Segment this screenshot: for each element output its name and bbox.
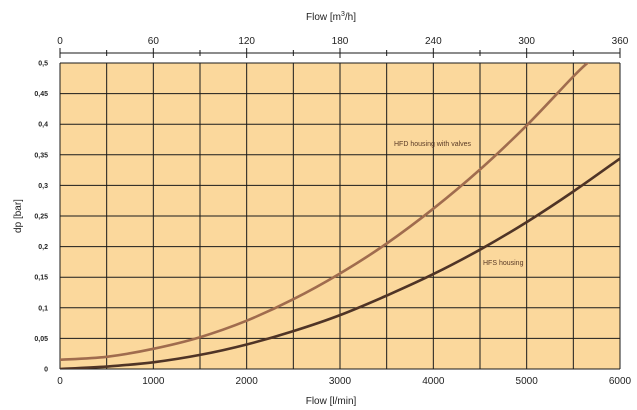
y-tick-label: 0,15 bbox=[34, 275, 48, 282]
x2-tick-label: 60 bbox=[148, 36, 160, 47]
y-tick-label: 0,35 bbox=[34, 152, 48, 159]
top-axis-title-sup: 3 bbox=[341, 11, 345, 18]
x2-tick-label: 120 bbox=[238, 36, 255, 47]
series-label-hfd: HFD housing with valves bbox=[394, 141, 472, 148]
y-tick-label: 0,2 bbox=[38, 244, 48, 251]
y-tick-label: 0,3 bbox=[38, 183, 48, 190]
y-tick-label: 0,05 bbox=[34, 336, 48, 343]
top-axis-title: Flow [m3/h] bbox=[306, 11, 356, 23]
top-axis-title-pre: Flow [m bbox=[306, 12, 341, 23]
y-tick-label: 0,1 bbox=[38, 305, 48, 312]
y-axis-title: dp [bar] bbox=[13, 199, 24, 233]
axes: 0 0,05 0,1 0,15 0,2 0,25 0,3 0,35 0,4 0,45 0,5 0 100… bbox=[34, 36, 631, 387]
bottom-axis-title: Flow [l/min] bbox=[306, 396, 357, 407]
y-tick-label: 0,4 bbox=[38, 122, 48, 129]
x-tick-label: 5000 bbox=[516, 376, 539, 387]
y-tick-label: 0,25 bbox=[34, 214, 48, 221]
x2-tick-label: 240 bbox=[425, 36, 442, 47]
top-axis-title-post: /h] bbox=[345, 12, 356, 23]
series-line-1 bbox=[60, 157, 620, 369]
y-tick-label: 0,45 bbox=[34, 91, 48, 98]
x2-tick-label: 300 bbox=[518, 36, 535, 47]
series-group bbox=[60, 63, 620, 369]
grid bbox=[59, 62, 621, 370]
series-line-0 bbox=[60, 63, 589, 362]
x-tick-label: 3000 bbox=[329, 376, 352, 387]
x2-tick-label: 0 bbox=[57, 36, 63, 47]
x2-tick-label: 360 bbox=[612, 36, 629, 47]
y-tick-label: 0,5 bbox=[38, 61, 48, 68]
x-tick-label: 4000 bbox=[422, 376, 445, 387]
x2-tick-label: 180 bbox=[332, 36, 349, 47]
x-tick-label: 0 bbox=[57, 376, 63, 387]
x-tick-label: 1000 bbox=[142, 376, 165, 387]
series-label-hfs: HFS housing bbox=[483, 260, 524, 267]
x-tick-label: 6000 bbox=[609, 376, 632, 387]
y-tick-label: 0 bbox=[44, 367, 48, 374]
x-tick-label: 2000 bbox=[236, 376, 259, 387]
